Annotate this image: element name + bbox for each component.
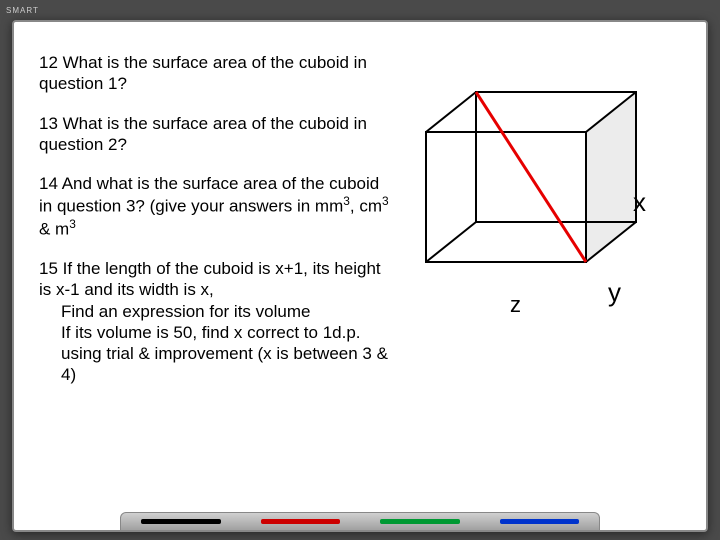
superscript-3: 3 [382, 194, 389, 208]
q14-text-a: 14 And what is the surface area of the c… [39, 174, 379, 216]
pen-black [141, 519, 221, 524]
label-x: x [633, 187, 646, 218]
q15-line-1: 15 If the length of the cuboid is x+1, i… [39, 258, 389, 301]
q14-text-b: , cm [350, 197, 382, 216]
q14-text-c: & m [39, 220, 69, 239]
pen-green [380, 519, 460, 524]
label-y: y [608, 277, 621, 308]
pen-red [261, 519, 341, 524]
pen-tray [120, 512, 600, 530]
q15-line-2: Find an expression for its volume [61, 301, 389, 322]
smart-badge: SMART [6, 6, 39, 15]
superscript-3: 3 [69, 217, 76, 231]
question-12: 12 What is the surface area of the cuboi… [39, 52, 389, 95]
q15-line-3: If its volume is 50, find x correct to 1… [61, 322, 389, 386]
question-14: 14 And what is the surface area of the c… [39, 173, 389, 240]
question-text-block: 12 What is the surface area of the cuboi… [39, 52, 389, 404]
question-15: 15 If the length of the cuboid is x+1, i… [39, 258, 389, 386]
cuboid-svg [416, 82, 646, 282]
whiteboard: 12 What is the surface area of the cuboi… [12, 20, 708, 532]
label-z: z [510, 292, 521, 318]
question-13: 13 What is the surface area of the cuboi… [39, 113, 389, 156]
cuboid-diagram: x y z [416, 82, 666, 322]
superscript-3: 3 [343, 194, 350, 208]
pen-blue [500, 519, 580, 524]
